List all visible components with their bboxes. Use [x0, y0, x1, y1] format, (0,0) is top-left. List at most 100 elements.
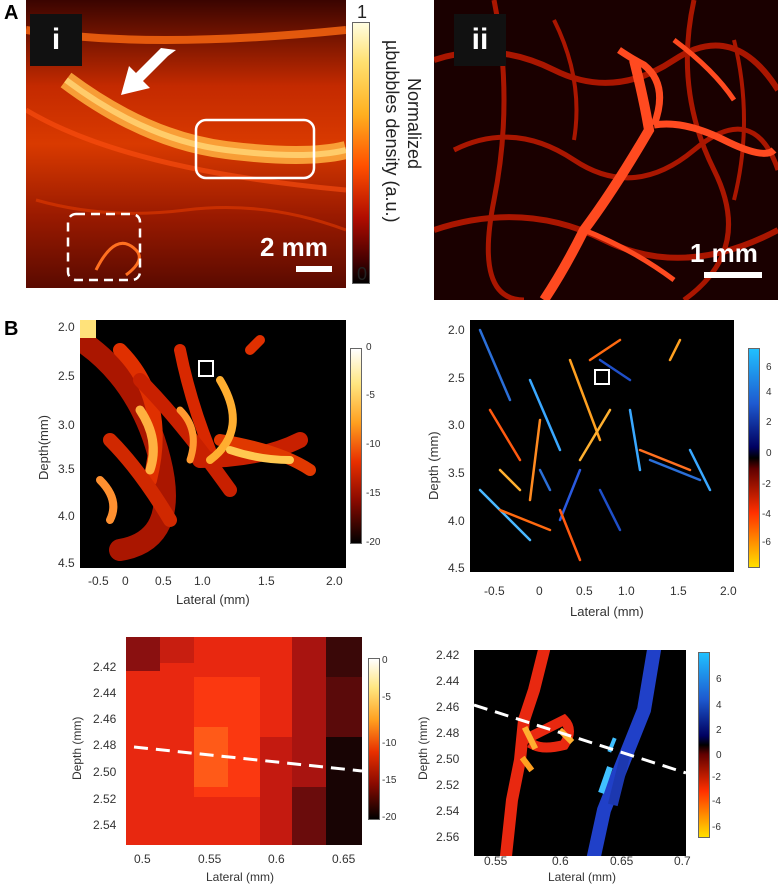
xtick-tr-4: 1.5 [670, 584, 687, 598]
colorbar-min: 0 [357, 264, 368, 284]
arrow-icon [121, 48, 176, 95]
cbar-bl-tick-2: -10 [382, 738, 397, 749]
plot-tl-image [69, 320, 346, 568]
scale-bar-label-i: 2 mm [260, 232, 328, 262]
ytick-tr-0: 2.0 [448, 323, 465, 337]
zoom-velocity-br [473, 641, 687, 865]
cbar-tl-tick-4: -20 [366, 537, 381, 548]
xtick-tl-1: 0 [122, 574, 129, 588]
ytick-bl-6: 2.54 [93, 818, 117, 832]
ytick-tr-1: 2.5 [448, 371, 465, 385]
xtick-br-0: 0.55 [484, 854, 508, 868]
cbar-br-tick-1: 4 [716, 700, 722, 711]
cbar-tl-tick-1: -5 [366, 390, 375, 401]
xlabel-br: Lateral (mm) [548, 870, 617, 884]
ytick-bl-0: 2.42 [93, 660, 117, 674]
ytick-br-7: 2.56 [436, 830, 460, 844]
xlabel-bl: Lateral (mm) [206, 870, 275, 884]
ytick-tl-4: 4.0 [58, 509, 75, 523]
scale-bar-ii [704, 272, 762, 278]
ytick-tl-0: 2.0 [58, 320, 75, 334]
ytick-tr-5: 4.5 [448, 561, 465, 575]
xtick-tl-2: 0.5 [155, 574, 172, 588]
cbar-tr-tick-4: -2 [762, 479, 771, 490]
ytick-br-3: 2.48 [436, 726, 460, 740]
ylabel-tr: Depth (mm) [426, 431, 441, 500]
xtick-br-3: 0.7 [674, 854, 691, 868]
cbar-tr-tick-3: 0 [766, 448, 772, 459]
ytick-bl-2: 2.46 [93, 712, 117, 726]
cbar-br-tick-3: 0 [716, 750, 722, 761]
velocity-map-tr [470, 320, 734, 572]
ylabel-br: Depth (mm) [416, 716, 430, 780]
cbar-br-tick-6: -6 [712, 822, 721, 833]
ytick-tr-3: 3.5 [448, 466, 465, 480]
colorbar-bl [368, 658, 380, 820]
xtick-tr-0: -0.5 [484, 584, 505, 598]
ytick-bl-1: 2.44 [93, 686, 117, 700]
cbar-tr-tick-2: 2 [766, 417, 772, 428]
ytick-br-1: 2.44 [436, 674, 460, 688]
roi-box-dashed [66, 212, 142, 282]
colorbar-tr [748, 348, 760, 568]
ytick-br-6: 2.54 [436, 804, 460, 818]
tag-ii: ii [454, 14, 506, 66]
roi-box-solid [194, 118, 316, 180]
xtick-bl-0: 0.5 [134, 852, 151, 866]
ytick-tr-4: 4.0 [448, 514, 465, 528]
cbar-tl-tick-0: 0 [366, 342, 372, 353]
xtick-tl-4: 1.5 [258, 574, 275, 588]
cbar-tr-tick-5: -4 [762, 509, 771, 520]
plot-br-image [473, 641, 687, 865]
cbar-bl-tick-4: -20 [382, 812, 397, 823]
colorbar-title-line2: µbubbles density (a.u.) [382, 40, 402, 223]
ytick-bl-5: 2.52 [93, 792, 117, 806]
ytick-tr-2: 3.0 [448, 418, 465, 432]
panel-a-label: A [4, 2, 19, 24]
xtick-bl-3: 0.65 [332, 852, 356, 866]
colorbar-max: 1 [357, 2, 368, 22]
xtick-tr-1: 0 [536, 584, 543, 598]
cbar-tl-tick-3: -15 [366, 488, 381, 499]
colorbar-a-i [352, 22, 370, 284]
plot-tr-image [470, 320, 734, 572]
dashed-line-br [473, 703, 687, 775]
colorbar-title-line1: Normalized [404, 78, 424, 170]
xtick-tr-2: 0.5 [576, 584, 593, 598]
xlabel-tl: Lateral (mm) [176, 592, 250, 607]
heatmap-tl [69, 320, 346, 568]
colorbar-br [698, 652, 710, 838]
panel-a-i-image [24, 0, 349, 288]
panel-b-label: B [4, 318, 19, 340]
ytick-tl-3: 3.5 [58, 462, 75, 476]
xtick-tl-5: 2.0 [326, 574, 343, 588]
ytick-br-2: 2.46 [436, 700, 460, 714]
tag-i: i [30, 14, 82, 66]
ylabel-tl: Depth(mm) [36, 414, 51, 480]
ytick-br-0: 2.42 [436, 648, 460, 662]
ytick-bl-4: 2.50 [93, 765, 117, 779]
cbar-bl-tick-0: 0 [382, 655, 388, 666]
xtick-br-1: 0.6 [552, 854, 569, 868]
cbar-tl-tick-2: -10 [366, 439, 381, 450]
cbar-br-tick-2: 2 [716, 725, 722, 736]
ytick-bl-3: 2.48 [93, 738, 117, 752]
roi-box-tl [198, 360, 214, 377]
xlabel-tr: Lateral (mm) [570, 604, 644, 619]
cbar-tr-tick-1: 4 [766, 387, 772, 398]
xtick-tl-0: -0.5 [88, 574, 109, 588]
cbar-br-tick-4: -2 [712, 772, 721, 783]
zoom-heatmap-bl [126, 637, 363, 845]
xtick-tr-3: 1.0 [618, 584, 635, 598]
ytick-tl-5: 4.5 [58, 556, 75, 570]
cbar-br-tick-5: -4 [712, 796, 721, 807]
scale-bar-label-ii: 1 mm [690, 238, 758, 268]
cbar-tr-tick-6: -6 [762, 537, 771, 548]
cbar-bl-tick-3: -15 [382, 775, 397, 786]
xtick-bl-2: 0.6 [268, 852, 285, 866]
xtick-tl-3: 1.0 [194, 574, 211, 588]
xtick-br-2: 0.65 [610, 854, 634, 868]
plot-bl-image [126, 637, 363, 845]
vessel-density-map-i [24, 0, 349, 288]
ylabel-bl: Depth (mm) [70, 716, 84, 780]
